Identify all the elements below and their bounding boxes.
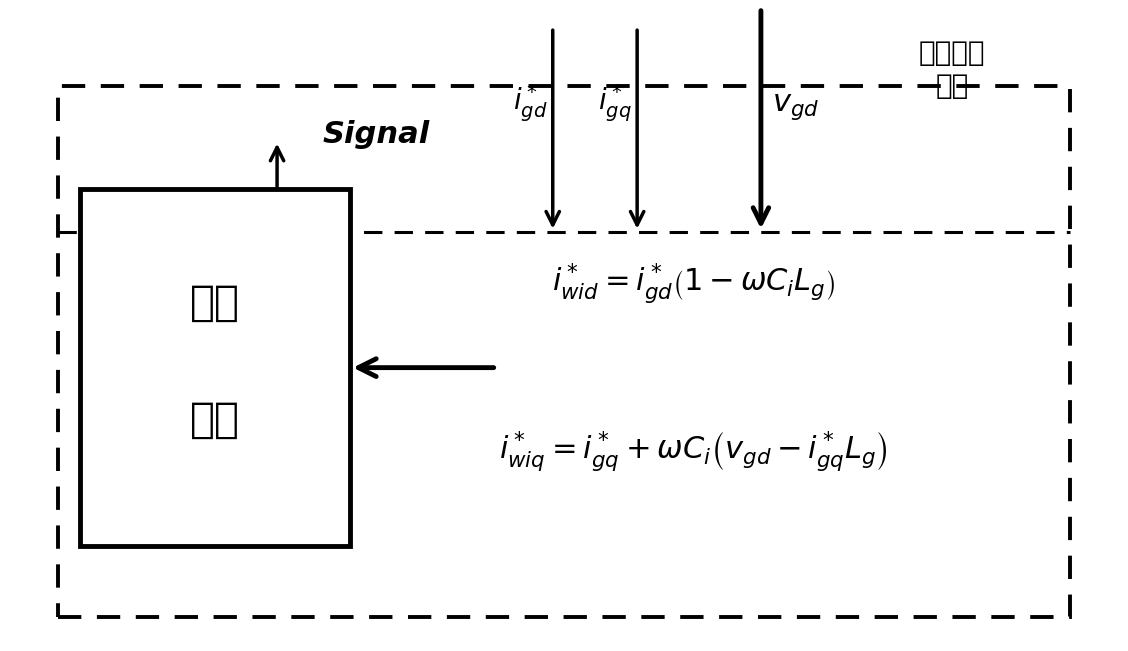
Text: $i^*_{wid}=i^*_{gd}\left(1-\omega C_i L_g\right)$: $i^*_{wid}=i^*_{gd}\left(1-\omega C_i L_…	[552, 261, 835, 306]
Text: $v_{gd}$: $v_{gd}$	[773, 92, 819, 122]
Text: $i^*_{gd}$: $i^*_{gd}$	[512, 83, 547, 124]
Bar	[58, 86, 1070, 617]
Text: $i^*_{gq}$: $i^*_{gq}$	[598, 83, 632, 124]
Text: 电网电压
信号: 电网电压 信号	[919, 39, 986, 100]
Text: $i^*_{wiq}=i^*_{gq}+\omega C_i\left(v_{gd}-i^*_{gq}L_g\right)$: $i^*_{wiq}=i^*_{gq}+\omega C_i\left(v_{g…	[499, 430, 888, 475]
Bar	[80, 189, 350, 546]
Text: Signal: Signal	[323, 120, 430, 149]
Text: 幅值: 幅值	[191, 282, 240, 324]
Text: 检测: 检测	[191, 398, 240, 441]
